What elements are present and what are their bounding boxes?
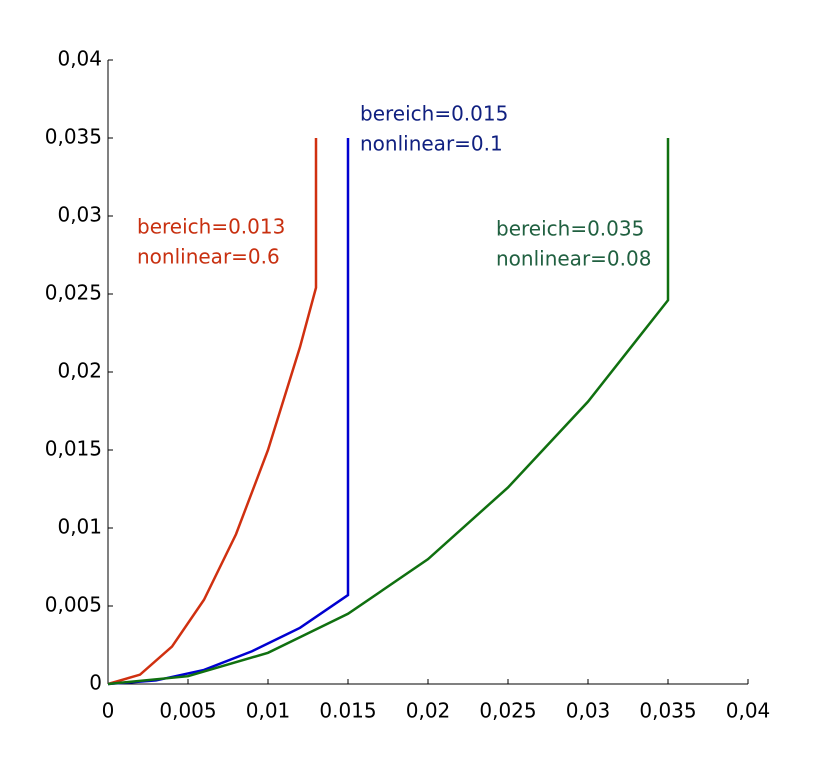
y-tick-label: 0,025	[45, 281, 102, 305]
series-line	[107, 138, 318, 686]
x-tick-label: 0,005	[159, 699, 216, 723]
y-tick-label: 0,035	[45, 125, 102, 149]
x-tick-label: 0,04	[726, 699, 771, 723]
y-tick-label: 0,04	[57, 47, 102, 71]
annotation: bereich=0.015	[360, 102, 508, 126]
annotation: bereich=0.013	[137, 215, 285, 239]
y-tick-label: 0	[89, 671, 102, 695]
x-tick-label: 0,035	[639, 699, 696, 723]
x-tick-label: 0,02	[406, 699, 451, 723]
annotation: bereich=0.035	[496, 217, 644, 241]
x-tick-label: 0,025	[479, 699, 536, 723]
annotation: nonlinear=0.08	[496, 247, 651, 271]
y-tick-label: 0,02	[57, 359, 102, 383]
y-tick-label: 0,03	[57, 203, 102, 227]
annotation: nonlinear=0.6	[137, 245, 280, 269]
annotation: nonlinear=0.1	[360, 132, 503, 156]
x-tick-label: 0	[102, 699, 115, 723]
x-tick-label: 0,03	[566, 699, 611, 723]
series-line	[107, 138, 670, 686]
y-tick-label: 0,005	[45, 593, 102, 617]
y-tick-label: 0,015	[45, 437, 102, 461]
x-tick-label: 0,01	[246, 699, 291, 723]
y-tick-label: 0,01	[57, 515, 102, 539]
x-tick-label: 0.015	[319, 699, 376, 723]
